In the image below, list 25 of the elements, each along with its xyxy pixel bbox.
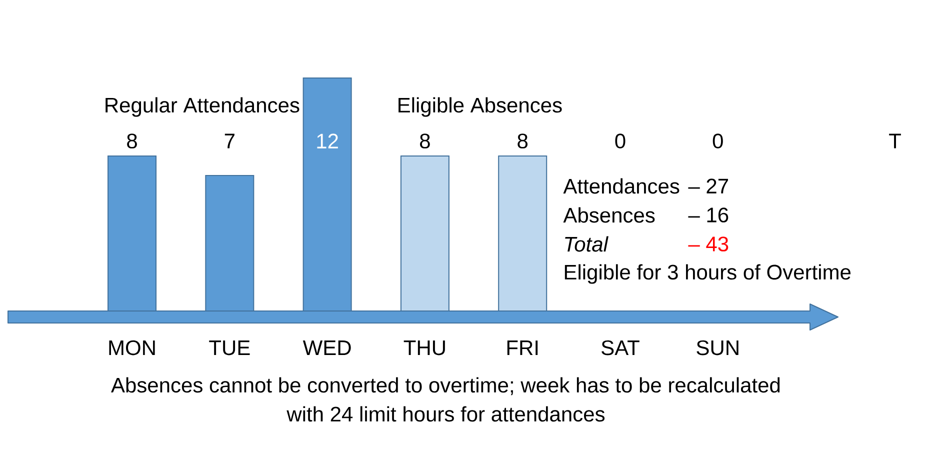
series-label: Regular Attendances <box>106 97 300 117</box>
x-tick-label: SUN <box>696 340 738 356</box>
x-tick-label: TUE <box>209 340 250 356</box>
x-tick-label: MON <box>109 340 155 356</box>
annotation: Attendances <box>563 178 680 194</box>
x-tick-label: FRI <box>507 340 538 355</box>
text: Absences cannot be converted to overtime; week has to be recalculated with 24 limit hours for attendances <box>111 377 780 422</box>
annotation: 0 <box>615 134 626 148</box>
annotation: – 43 <box>688 236 728 252</box>
annotation: – 16 <box>688 208 728 222</box>
x-tick-label: THU <box>404 340 445 356</box>
data-label: 7 <box>224 134 234 148</box>
annotation: Absences <box>563 207 655 223</box>
text: T <box>889 134 901 148</box>
data-label: 12 <box>317 134 338 148</box>
x-tick-label: WED <box>302 340 351 355</box>
data-label: 8 <box>420 134 430 148</box>
annotation: Total <box>565 236 608 252</box>
annotation: Eligible for 3 hours of Overtime <box>564 264 851 284</box>
annotation: – 27 <box>688 178 728 194</box>
annotation: 0 <box>712 134 723 148</box>
x-tick-label: SAT <box>602 340 640 356</box>
series-label: Eligible Absences <box>398 97 562 117</box>
data-label: 8 <box>518 134 528 148</box>
data-label: 8 <box>127 134 137 148</box>
